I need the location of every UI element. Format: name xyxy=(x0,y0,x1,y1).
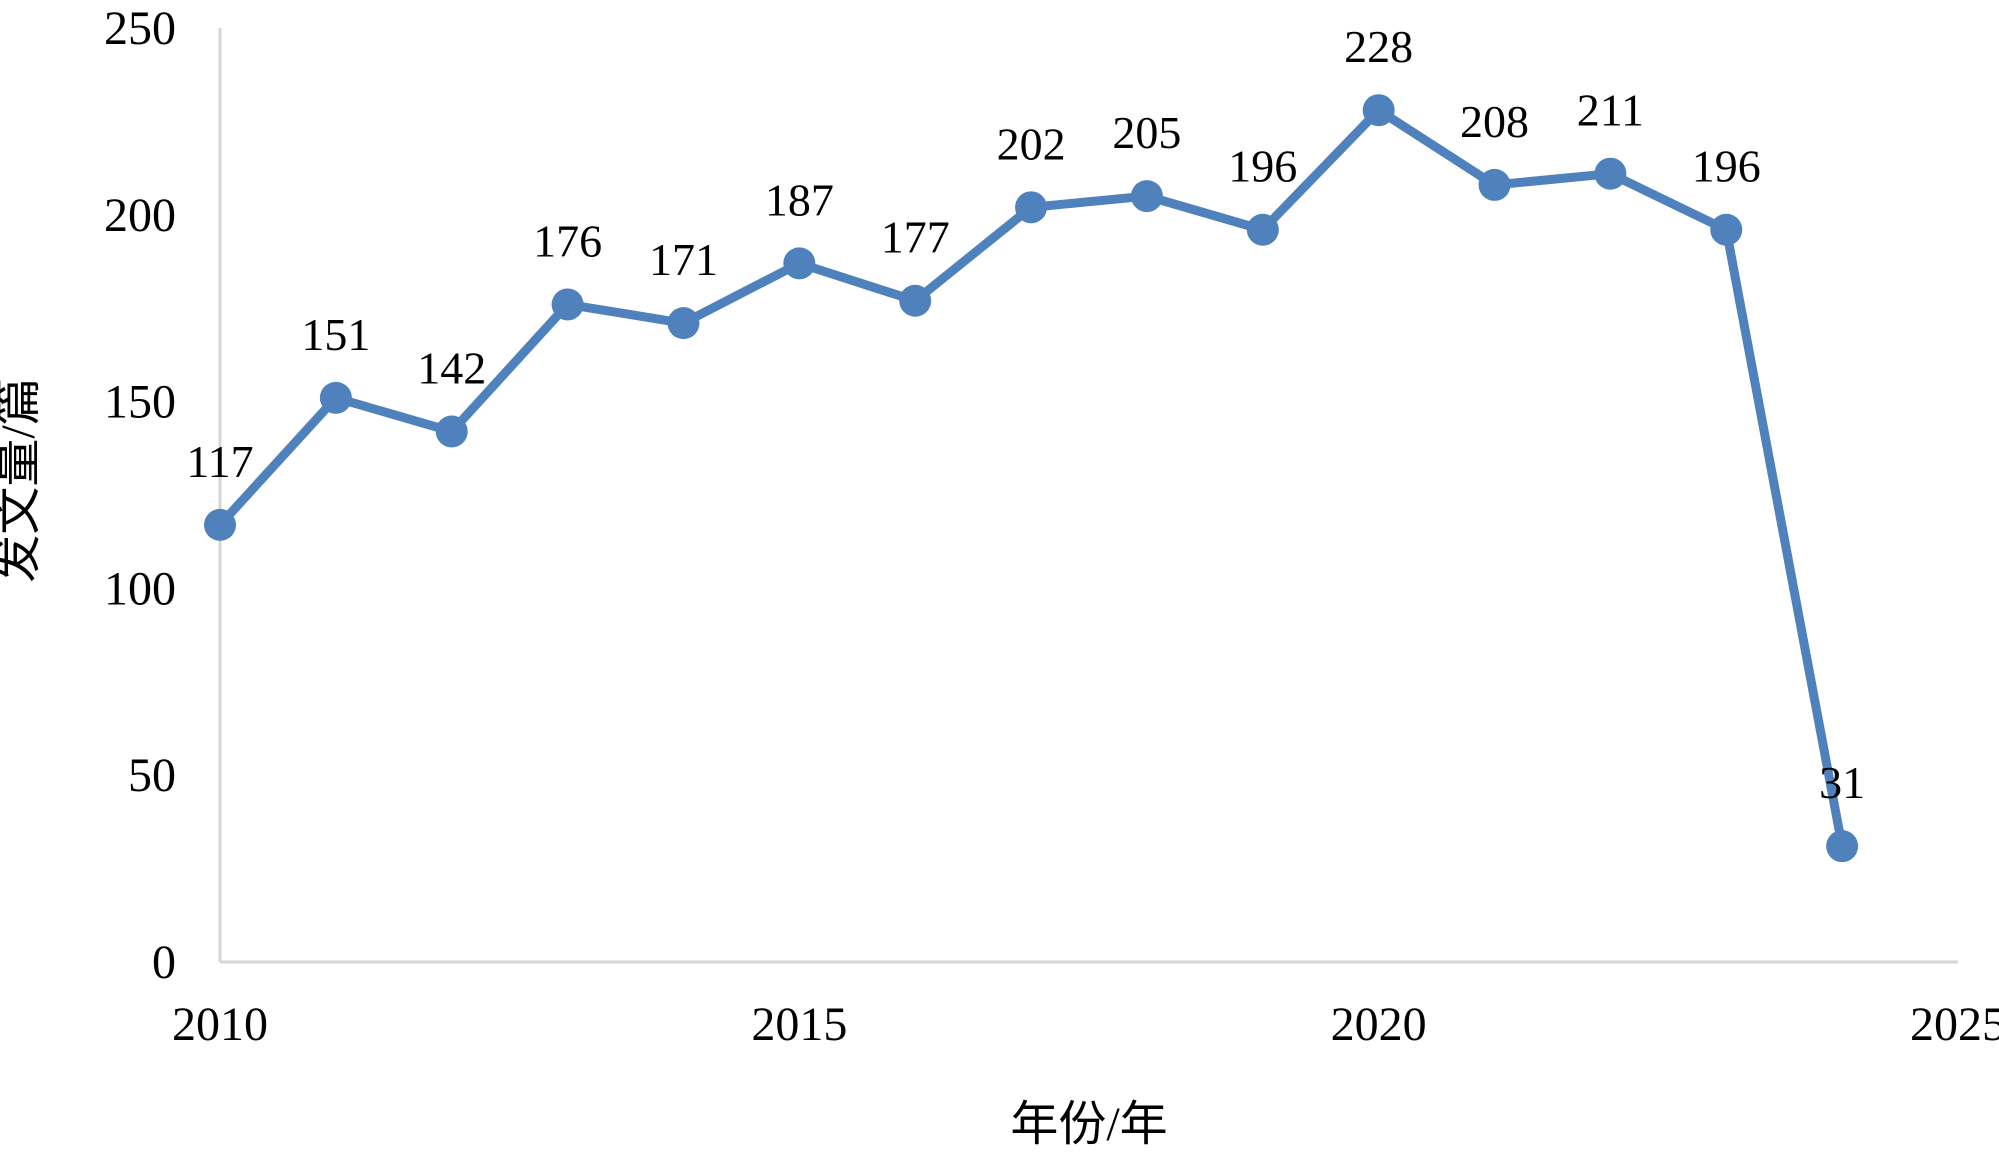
data-point-label: 177 xyxy=(881,212,950,263)
y-tick-label: 100 xyxy=(104,562,176,615)
y-tick-label: 250 xyxy=(104,2,176,55)
x-axis-title: 年份/年 xyxy=(1010,1098,1167,1151)
data-point xyxy=(667,307,700,340)
y-tick-label: 200 xyxy=(104,189,176,242)
data-point-label: 176 xyxy=(533,215,602,266)
data-point xyxy=(1710,213,1743,246)
axes xyxy=(218,28,1958,964)
data-point-label: 196 xyxy=(1228,141,1297,192)
data-point xyxy=(1246,213,1279,246)
data-point xyxy=(1826,830,1859,863)
data-labels: 117 151 142 176 171 187 177 202 205 196 228 208 211 1… xyxy=(186,21,1865,808)
data-point-label: 205 xyxy=(1112,107,1181,158)
data-point-label: 208 xyxy=(1460,96,1529,147)
y-tick-label: 150 xyxy=(104,376,176,429)
data-point xyxy=(899,284,932,317)
data-point-label: 31 xyxy=(1819,757,1865,808)
data-point-label: 211 xyxy=(1577,85,1644,136)
y-tick-label: 0 xyxy=(152,936,176,989)
y-axis-title: 发文量/篇 xyxy=(0,377,45,582)
x-axis-tick-labels: 2010 2015 2020 2025 xyxy=(172,998,1999,1051)
data-point xyxy=(783,247,816,280)
data-markers xyxy=(204,94,1859,863)
data-point xyxy=(1362,94,1395,127)
data-point xyxy=(1594,157,1627,190)
x-tick-label: 2015 xyxy=(751,998,847,1051)
data-point xyxy=(319,381,352,414)
data-point xyxy=(204,508,236,541)
y-axis-tick-labels: 0 50 100 150 200 250 xyxy=(104,2,176,989)
data-point-label: 187 xyxy=(765,174,834,225)
data-point-label: 171 xyxy=(649,234,718,285)
data-point-label: 228 xyxy=(1344,21,1413,72)
data-point-label: 117 xyxy=(186,436,253,487)
data-point-label: 142 xyxy=(417,342,486,393)
data-point-label: 151 xyxy=(301,309,370,360)
data-point xyxy=(1478,168,1511,201)
data-point xyxy=(551,288,584,321)
y-tick-label: 50 xyxy=(128,749,176,802)
x-tick-label: 2025 xyxy=(1910,998,1999,1051)
data-point xyxy=(435,415,468,448)
data-point-label: 202 xyxy=(997,118,1066,169)
data-point xyxy=(1015,191,1048,224)
x-tick-label: 2010 xyxy=(172,998,268,1051)
data-point-label: 196 xyxy=(1692,141,1761,192)
data-point xyxy=(1130,180,1163,213)
x-tick-label: 2020 xyxy=(1331,998,1427,1051)
